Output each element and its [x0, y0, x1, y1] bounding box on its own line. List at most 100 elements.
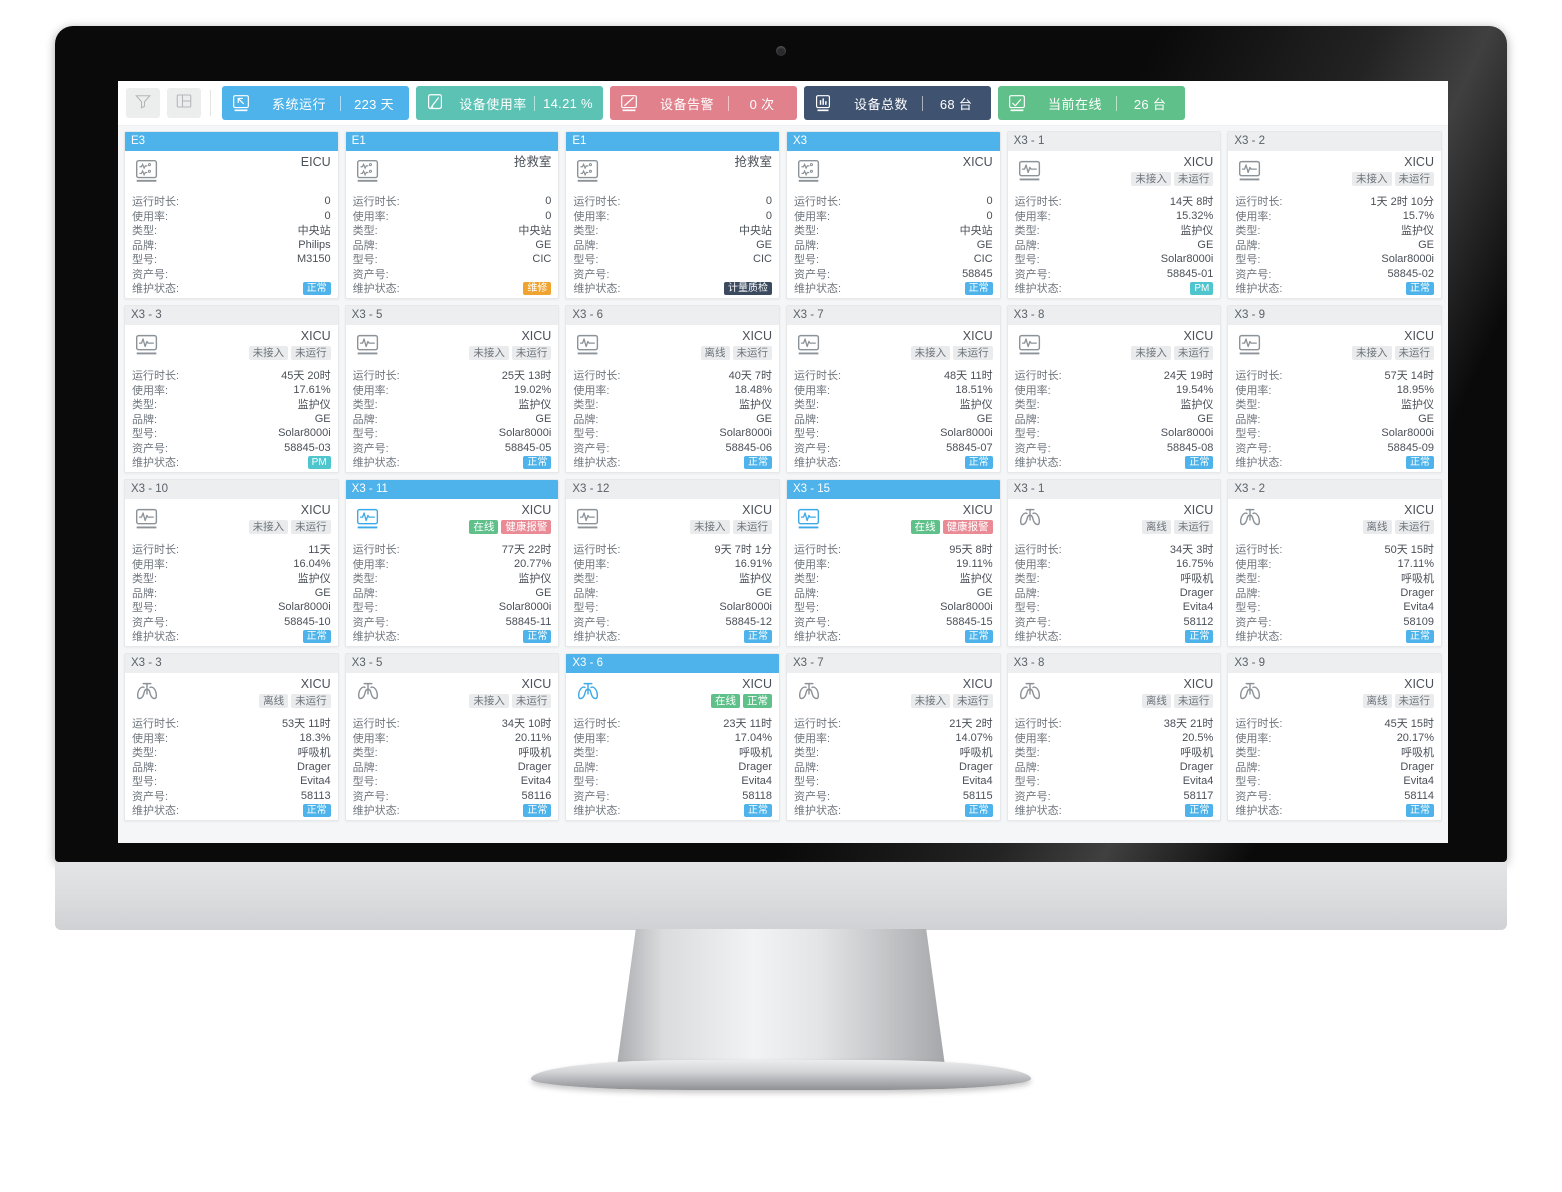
detail-row-runtime: 运行时长: 45天 15时 [1235, 716, 1434, 731]
usage-label: 使用率: [1014, 210, 1051, 223]
device-card[interactable]: E3 EICU 运行时长: 0 使用率: 0 类型: 中央站 品牌: Philips 型号: M315… [124, 131, 339, 299]
detail-row-maintenance: 维护状态: 正常 [794, 629, 993, 644]
status-badge: 未运行 [291, 694, 331, 708]
device-card[interactable]: X3 - 1 XICU 离线 未运行 运行时长: 34天 3时 使用率: 16.75% 类型: 呼… [1006, 479, 1222, 647]
card-title: X3 - 11 [345, 480, 559, 499]
device-card[interactable]: X3 - 9 XICU 离线 未运行 运行时长: 45天 15时 使用率: 20.17% 类型:… [1227, 653, 1442, 821]
maintenance-status-badge: 正常 [744, 803, 772, 817]
model-label: 型号: [794, 254, 820, 267]
brand-label: 品牌: [352, 587, 378, 600]
brand-value: GE [756, 238, 772, 251]
kpi-device-total[interactable]: 设备总数 68 台 [804, 86, 991, 120]
detail-row-model: 型号: Evita4 [1015, 600, 1214, 615]
device-card[interactable]: E1 抢救室 运行时长: 0 使用率: 0 类型: 中央站 品牌: GE 型号: CIC 资产号: 维护状… [344, 131, 560, 299]
model-value: CIC [973, 253, 993, 266]
model-value: Evita4 [520, 775, 552, 788]
device-card[interactable]: X3 - 11 XICU 在线 健康报警 运行时长: 77天 22时 使用率: 20.77% 类… [344, 479, 560, 647]
ventilator-lung-icon [573, 678, 603, 708]
detail-row-runtime: 运行时长: 50天 15时 [1235, 542, 1434, 557]
detail-row-asset: 资产号: 58845 [794, 267, 993, 282]
card-status-area: XICU 未接入 未运行 [910, 678, 993, 708]
toolbar-divider [210, 90, 211, 116]
device-card[interactable]: X3 - 15 XICU 在线 健康报警 运行时长: 95天 8时 使用率: 19.11% 类型… [786, 479, 1001, 647]
card-header-area: XICU 未接入 未运行 [787, 325, 1000, 363]
detail-row-model: 型号: Evita4 [132, 774, 331, 789]
detail-row-type: 类型: 呼吸机 [132, 745, 331, 760]
device-card[interactable]: X3 - 7 XICU 未接入 未运行 运行时长: 48天 11时 使用率: 18.51% 类型… [786, 305, 1001, 473]
status-badge: 正常 [743, 694, 772, 708]
card-status-area: XICU 未接入 未运行 [469, 678, 552, 708]
model-value: Solar8000i [498, 427, 552, 440]
device-card[interactable]: E1 抢救室 运行时长: 0 使用率: 0 类型: 中央站 品牌: GE 型号: CIC 资产号: 维护状… [565, 131, 780, 299]
device-card[interactable]: X3 - 8 XICU 未接入 未运行 运行时长: 24天 19时 使用率: 19.54% 类型… [1006, 305, 1222, 473]
device-card[interactable]: X3 - 12 XICU 未接入 未运行 运行时长: 9天 7时 1分 使用率: 16.91%… [565, 479, 780, 647]
device-card[interactable]: X3 - 10 XICU 未接入 未运行 运行时长: 11天 使用率: 16.04% 类型: 监护… [124, 479, 339, 647]
detail-row-asset: 资产号: 58845-08 [1015, 441, 1214, 456]
detail-row-model: 型号: Solar8000i [1235, 426, 1434, 441]
usage-value: 0 [324, 209, 331, 222]
type-label: 类型: [573, 747, 599, 760]
ventilator-lung-icon [132, 678, 162, 708]
detail-row-asset: 资产号: [132, 267, 331, 282]
model-label: 型号: [132, 428, 158, 441]
detail-row-asset: 资产号: 58116 [353, 789, 552, 804]
device-card[interactable]: X3 - 2 XICU 离线 未运行 运行时长: 50天 15时 使用率: 17.11% 类型:… [1227, 479, 1442, 647]
device-card[interactable]: X3 - 2 XICU 未接入 未运行 运行时长: 1天 2时 10分 使用率: 15.7% 类… [1227, 131, 1442, 299]
device-card[interactable]: X3 - 3 XICU 离线 未运行 运行时长: 53天 11时 使用率: 18.3% 类型: 呼… [124, 653, 339, 821]
device-card[interactable]: X3 - 6 XICU 在线 正常 运行时长: 23天 11时 使用率: 17.04% 类型: 呼… [565, 653, 780, 821]
model-value: Evita4 [1403, 775, 1434, 788]
model-value: Solar8000i [278, 427, 331, 440]
device-detail-list: 运行时长: 34天 10时 使用率: 20.11% 类型: 呼吸机 品牌: Drager 型号:… [346, 711, 559, 820]
runtime-value: 0 [986, 195, 993, 208]
brand-label: 品牌: [794, 239, 820, 252]
detail-row-usage: 使用率: 18.3% [132, 731, 331, 746]
asset-label: 资产号: [1235, 616, 1272, 629]
filter-button[interactable] [126, 88, 160, 118]
brand-value: Drager [959, 760, 993, 773]
runtime-label: 运行时长: [1014, 544, 1062, 557]
runtime-label: 运行时长: [573, 544, 621, 557]
kpi-label: 系统运行 [271, 96, 326, 112]
detail-row-brand: 品牌: Drager [1015, 586, 1214, 601]
card-title: X3 - 5 [345, 654, 559, 673]
status-badge-group: 离线 未运行 [1141, 520, 1214, 534]
kpi-system-uptime[interactable]: 系统运行 223 天 [222, 86, 409, 120]
layout-button[interactable] [167, 88, 201, 118]
device-card[interactable]: X3 - 5 XICU 未接入 未运行 运行时长: 34天 10时 使用率: 20.11% 类型… [344, 653, 560, 821]
detail-row-type: 类型: 呼吸机 [573, 745, 772, 760]
card-header-area: XICU 未接入 未运行 [346, 325, 559, 363]
kpi-device-alarms[interactable]: 设备告警 0 次 [610, 86, 797, 120]
brand-value: Drager [1179, 586, 1214, 599]
detail-row-runtime: 运行时长: 21天 2时 [794, 716, 993, 731]
card-title: X3 - 12 [566, 480, 779, 499]
device-card[interactable]: X3 - 5 XICU 未接入 未运行 运行时长: 25天 13时 使用率: 19.02% 类型… [344, 305, 560, 473]
usage-value: 17.61% [293, 383, 331, 396]
maintenance-label: 维护状态: [794, 457, 842, 470]
type-label: 类型: [794, 573, 820, 586]
card-title: X3 - 2 [1228, 132, 1441, 151]
model-label: 型号: [573, 776, 599, 789]
device-card[interactable]: X3 - 3 XICU 未接入 未运行 运行时长: 45天 20时 使用率: 17.61% 类型… [124, 305, 339, 473]
detail-row-maintenance: 维护状态: 正常 [573, 803, 772, 818]
kpi-device-usage-rate[interactable]: 设备使用率 14.21 % [416, 86, 603, 120]
brand-label: 品牌: [794, 761, 820, 774]
maintenance-status-badge: 计量质检 [724, 281, 772, 295]
status-badge-group: 在线 健康报警 [469, 520, 552, 534]
runtime-value: 53天 11时 [281, 718, 331, 731]
device-card[interactable]: X3 - 1 XICU 未接入 未运行 运行时长: 14天 8时 使用率: 15.32% 类型:… [1006, 131, 1222, 299]
device-card[interactable]: X3 - 8 XICU 离线 未运行 运行时长: 38天 21时 使用率: 20.5% 类型: 呼… [1006, 653, 1222, 821]
kpi-devices-online[interactable]: 当前在线 26 台 [998, 86, 1185, 120]
device-card[interactable]: X3 - 6 XICU 离线 未运行 运行时长: 40天 7时 使用率: 18.48% 类型: 监… [565, 305, 780, 473]
detail-row-brand: 品牌: GE [1235, 238, 1434, 253]
maintenance-status-badge: 正常 [744, 629, 772, 643]
patient-monitor-icon [132, 330, 162, 360]
device-card[interactable]: X3 - 9 XICU 未接入 未运行 运行时长: 57天 14时 使用率: 18.95% 类型… [1227, 305, 1442, 473]
brand-value: Drager [297, 760, 331, 773]
asset-value: 58845-02 [1387, 267, 1435, 280]
type-value: 监护仪 [518, 399, 552, 412]
maintenance-label: 维护状态: [573, 283, 621, 296]
detail-row-type: 类型: 监护仪 [794, 397, 993, 412]
kpi-value: 0 次 [749, 96, 775, 112]
device-card[interactable]: X3 - 7 XICU 未接入 未运行 运行时长: 21天 2时 使用率: 14.07% 类型:… [786, 653, 1001, 821]
device-card[interactable]: X3 XICU 运行时长: 0 使用率: 0 类型: 中央站 品牌: GE 型号: CIC 资产号: 58… [786, 131, 1001, 299]
